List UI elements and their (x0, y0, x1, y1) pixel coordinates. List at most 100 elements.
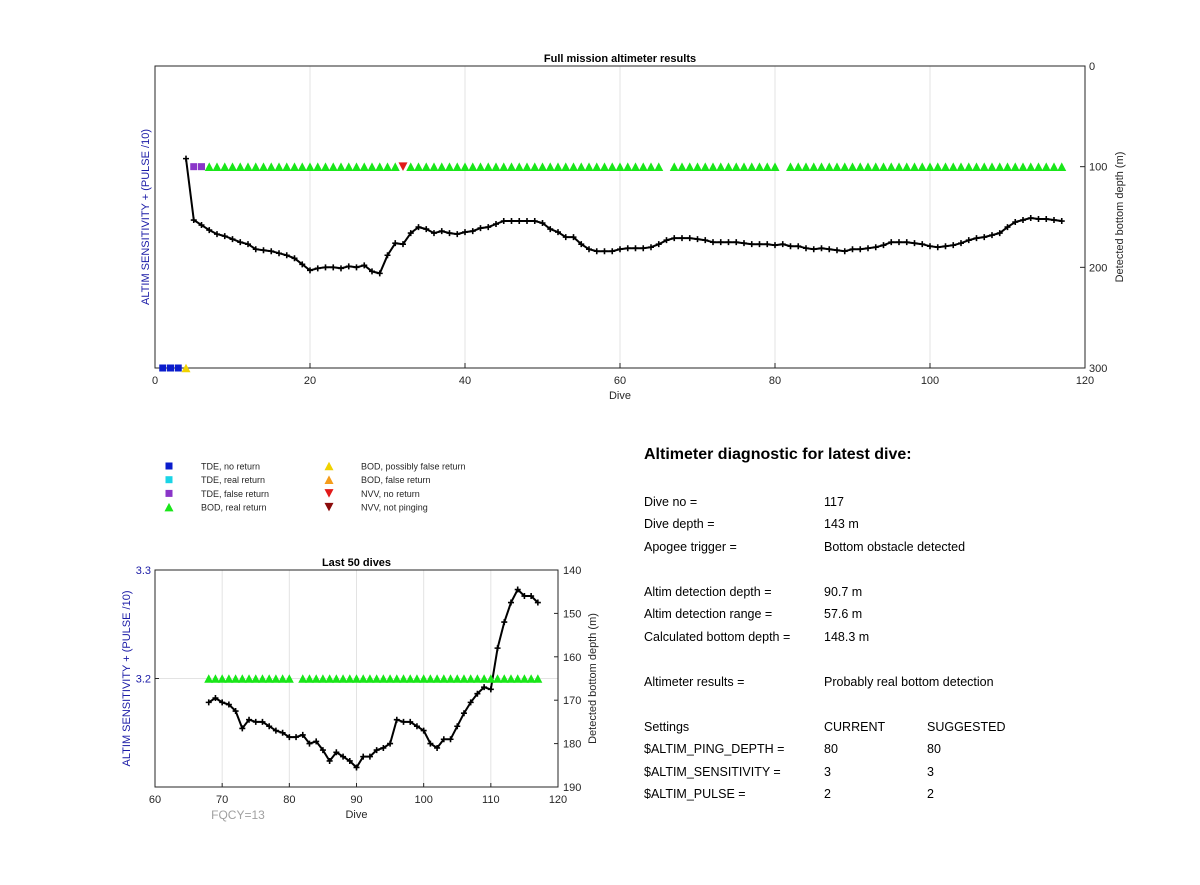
full-bottom-depth-point (617, 246, 623, 253)
full-bottom-depth-point (477, 225, 484, 232)
full-marker (421, 162, 431, 171)
full-bottom-depth-point (764, 241, 771, 248)
detection-depth-row: Altim detection depth = 90.7 m (644, 585, 1184, 603)
full-marker (167, 364, 174, 372)
last-bottom-depth-point (474, 690, 481, 697)
full-bottom-depth-point (841, 248, 848, 255)
full-marker (941, 162, 950, 171)
legend-label: TDE, no return (201, 462, 260, 472)
full-marker (654, 162, 664, 171)
legend-label: BOD, real return (201, 503, 267, 513)
full-bottom-depth-point (214, 231, 220, 238)
last-marker (506, 674, 516, 683)
last-bottom-depth-point (460, 710, 467, 717)
full-marker (979, 162, 989, 171)
full-marker (801, 162, 811, 171)
full-marker (553, 162, 563, 171)
full-marker (576, 162, 586, 171)
full-marker (228, 162, 237, 171)
last-marker (452, 674, 462, 683)
last-right-axis-label: Detected bottom depth (m) (587, 613, 599, 744)
full-bottom-depth-point (462, 229, 468, 236)
full-marker (677, 162, 687, 171)
legend-marker (324, 475, 334, 484)
full-bottom-depth-point (880, 242, 887, 249)
full-marker (770, 162, 780, 171)
full-marker (987, 162, 997, 171)
full-bottom-depth-point (555, 229, 561, 236)
legend-label: NVV, no return (361, 489, 420, 499)
full-bottom-depth-point (640, 245, 647, 252)
full-marker (964, 162, 974, 171)
full-bottom-depth-point (694, 236, 701, 243)
full-marker (445, 162, 454, 171)
dive-depth-row: Dive depth = 143 m (644, 517, 1184, 535)
full-y-tick-label: 300 (1089, 363, 1107, 375)
full-bottom-depth-point (648, 244, 654, 251)
full-marker (1003, 162, 1012, 171)
full-marker (545, 162, 555, 171)
full-marker (840, 162, 850, 171)
full-bottom-depth-point (1051, 217, 1057, 224)
full-bottom-depth-point (361, 262, 368, 269)
full-marker (491, 162, 501, 171)
full-bottom-depth-point (283, 252, 290, 259)
last-bottom-depth-point (427, 740, 434, 747)
full-bottom-depth-point (609, 248, 616, 255)
full-bottom-depth-point (1020, 217, 1026, 224)
full-bottom-depth-point (593, 248, 600, 255)
last-marker (526, 674, 536, 683)
full-bottom-depth-point (779, 241, 786, 248)
legend-marker (165, 489, 173, 497)
last-bottom-depth-point (487, 686, 494, 693)
full-marker (181, 363, 191, 373)
last-marker (204, 674, 214, 683)
full-bottom-depth-point (276, 250, 282, 257)
full-bottom-depth-point (888, 239, 895, 246)
full-marker (437, 162, 447, 171)
full-marker (406, 162, 416, 171)
full-marker (817, 162, 826, 171)
last-marker (533, 674, 543, 683)
full-bottom-depth-point (981, 234, 988, 241)
full-bottom-depth-point (663, 237, 670, 244)
full-bottom-depth-point (1012, 219, 1019, 226)
full-bottom-depth-point (539, 220, 546, 227)
full-marker (212, 162, 222, 171)
last-bottom-depth-point (239, 725, 246, 732)
full-marker (359, 162, 369, 171)
full-marker (592, 162, 602, 171)
full-marker (190, 163, 198, 171)
full-marker (933, 162, 943, 171)
last-bottom-depth-point (514, 586, 521, 593)
full-x-axis-label: Dive (609, 390, 631, 402)
last-marker (278, 674, 288, 683)
last-marker (412, 674, 422, 683)
fqcy-annotation: FQCY=13 (211, 808, 265, 822)
full-marker (383, 162, 392, 171)
full-marker (631, 162, 640, 171)
full-bottom-depth-point (531, 218, 538, 225)
full-marker (290, 162, 299, 171)
full-bottom-depth-point (810, 246, 817, 253)
last-bottom-depth-point (447, 736, 454, 743)
last-bottom-depth-point (279, 729, 286, 736)
last-bottom-depth-point (373, 747, 380, 754)
apogee-trigger-row: Apogee trigger = Bottom obstacle detecte… (644, 540, 1184, 558)
full-marker (266, 162, 276, 171)
full-marker (793, 162, 803, 171)
full-marker (995, 162, 1005, 171)
legend-label: BOD, false return (361, 475, 431, 485)
detection-range-value: 57.6 m (824, 607, 863, 621)
suggested-header: SUGGESTED (927, 720, 1006, 734)
sensitivity-suggested: 3 (927, 765, 934, 779)
last-right-tick-label: 190 (563, 782, 581, 794)
last-marker (331, 674, 341, 683)
legend-label: NVV, not pinging (361, 503, 428, 513)
full-bottom-depth-point (818, 245, 825, 252)
last-bottom-depth-point (420, 727, 427, 734)
full-bottom-depth-point (958, 240, 964, 247)
calculated-depth-row: Calculated bottom depth = 148.3 m (644, 630, 1184, 648)
full-bottom-depth-point (741, 240, 747, 247)
last-right-tick-label: 150 (563, 608, 581, 620)
